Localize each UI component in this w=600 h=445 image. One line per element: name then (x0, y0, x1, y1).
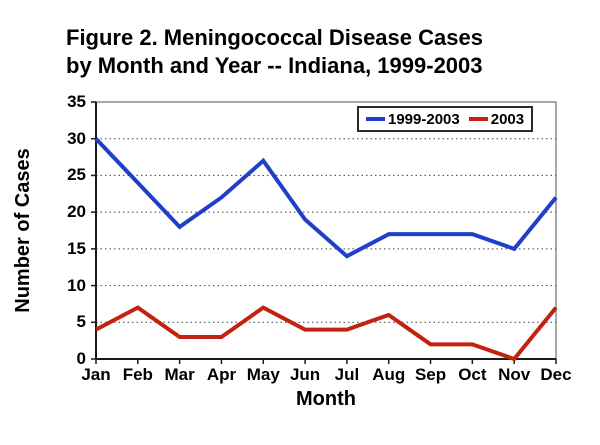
legend: 1999-2003 2003 (357, 106, 534, 132)
x-tick-label: Jan (81, 365, 111, 384)
legend-label-1999-2003: 1999-2003 (388, 110, 460, 128)
y-tick-label: 20 (67, 202, 86, 222)
x-tick-label: Sep (414, 365, 447, 384)
chart-title: Figure 2. Meningococcal Disease Cases by… (66, 24, 483, 80)
y-tick-label: 35 (67, 92, 86, 111)
x-tick-label: Mar (164, 365, 195, 384)
legend-swatch-2003 (468, 117, 488, 121)
y-tick-label: 10 (67, 275, 86, 295)
x-tick-label: Dec (540, 365, 572, 384)
y-tick-label: 15 (67, 238, 86, 258)
y-tick-label: 5 (76, 312, 86, 332)
x-tick-label: Aug (372, 365, 406, 384)
y-tick-label: 0 (76, 349, 86, 368)
plot-frame (95, 101, 557, 360)
x-tick-label: Nov (498, 365, 531, 384)
x-tick-label: Jun (289, 365, 321, 384)
series-line-2003 (95, 305, 558, 362)
x-tick-label: Apr (206, 365, 237, 384)
legend-label-2003: 2003 (490, 110, 525, 128)
x-axis-title: Month (296, 388, 356, 410)
x-tick-label: Jul (334, 365, 360, 384)
x-tick-label: Oct (458, 365, 487, 384)
x-tick-label: May (246, 365, 280, 384)
legend-swatch-1999-2003 (366, 117, 385, 121)
chart-title-line1: Figure 2. Meningococcal Disease Cases (66, 25, 483, 50)
chart-title-line2: by Month and Year -- Indiana, 1999-2003 (66, 53, 483, 78)
series-line-1999-2003 (94, 137, 558, 259)
x-tick-label: Feb (122, 365, 153, 384)
y-tick-label: 25 (67, 165, 86, 185)
y-tick-label: 30 (67, 128, 86, 148)
